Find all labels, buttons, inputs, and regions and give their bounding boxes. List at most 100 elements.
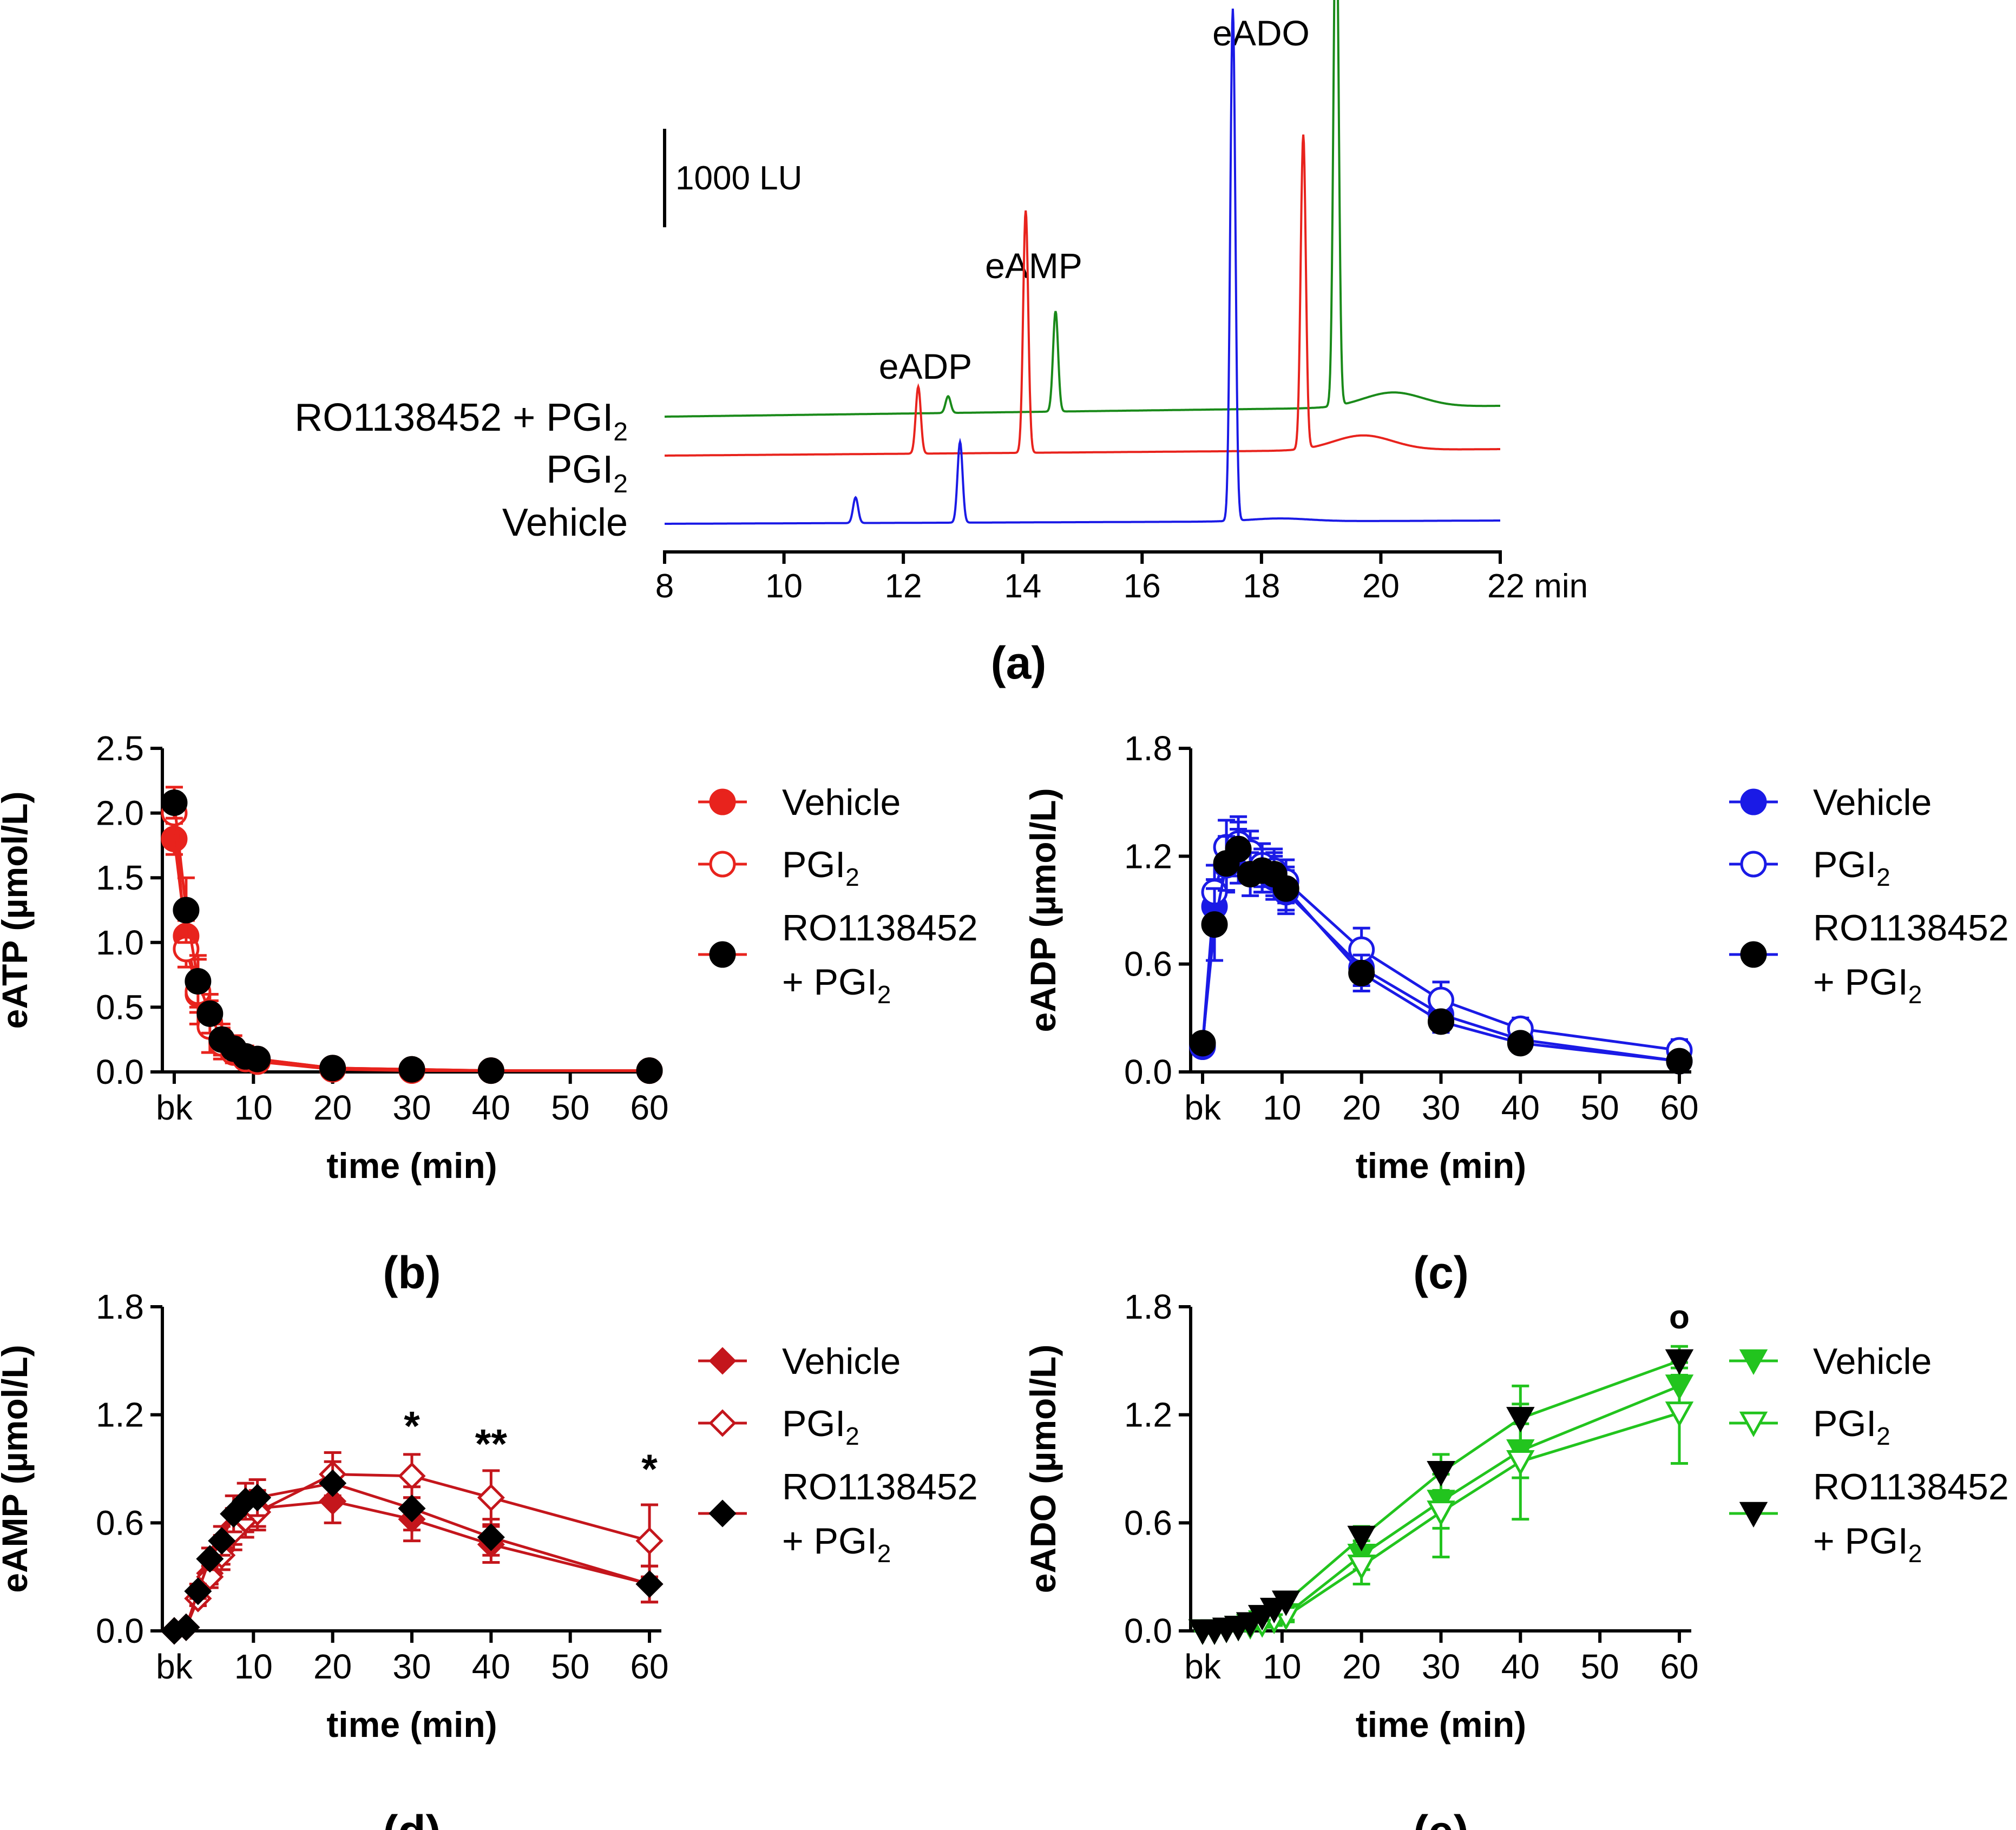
x-tick-label: 40 — [1501, 1647, 1540, 1686]
data-point — [208, 1527, 236, 1555]
legend-label-subscript: 2 — [1908, 1539, 1922, 1568]
legend-label-main: PGI — [782, 844, 845, 885]
x-tick-label: 60 — [1660, 1088, 1698, 1127]
data-point — [477, 1523, 505, 1551]
legend-label: PGI2 — [782, 1403, 859, 1450]
series-line — [173, 813, 649, 1072]
data-point — [1225, 835, 1252, 863]
x-tick-label: 20 — [1362, 568, 1400, 605]
x-axis-ticks: 8 10 12 14 16 18 20 22 min — [655, 552, 1588, 605]
y-tick-label: 1.8 — [1124, 1287, 1172, 1326]
legend-item — [1729, 1411, 1778, 1438]
legend-item — [1729, 851, 1778, 878]
legend-label-main: + PGI — [782, 962, 877, 1003]
legend-item — [698, 1499, 747, 1528]
y-axis-title: eATP (µmol/L) — [0, 792, 35, 1029]
legend-marker — [709, 941, 736, 968]
x-axis-title: time (min) — [1356, 1146, 1526, 1186]
data-point — [636, 1057, 663, 1084]
trace-label-pgi: PGI2 — [546, 448, 628, 498]
y-tick-label: 1.8 — [1124, 729, 1172, 768]
legend-item — [698, 1409, 747, 1437]
data-point — [477, 1484, 505, 1512]
data-point — [635, 1570, 664, 1598]
data-point — [1347, 1525, 1376, 1552]
y-tick-label: 0.6 — [1124, 1503, 1172, 1542]
data-point — [398, 1056, 425, 1083]
legend-item — [698, 788, 747, 815]
x-tick-label: 20 — [1342, 1647, 1381, 1686]
legend-marker — [708, 1347, 737, 1375]
data-point — [1665, 1401, 1694, 1427]
panel-label: (c) — [1413, 1247, 1469, 1298]
significance-marker: o — [1669, 1299, 1690, 1336]
data-point — [319, 1469, 347, 1497]
legend-label-main: PGI — [782, 1403, 845, 1444]
x-tick-label: bk — [156, 1647, 193, 1686]
data-point — [477, 1057, 504, 1084]
legend-label-subscript: 2 — [1908, 980, 1922, 1009]
data-point — [1347, 1555, 1376, 1581]
trace-label-vehicle: Vehicle — [502, 501, 628, 544]
y-tick-label: 1.2 — [1124, 1395, 1172, 1434]
legend-label: + PGI2 — [782, 1520, 891, 1568]
legend-label: PGI2 — [1813, 1403, 1890, 1450]
y-tick-label: 0.5 — [96, 988, 144, 1026]
x-tick-label: 50 — [1581, 1647, 1619, 1686]
x-tick-label: 10 — [765, 568, 803, 605]
legend-label-main: PGI — [1813, 844, 1876, 885]
panel-label: (d) — [383, 1806, 441, 1830]
legend-marker — [1739, 1349, 1768, 1375]
data-point — [1348, 959, 1375, 986]
y-tick-label: 1.8 — [96, 1287, 144, 1326]
x-tick-label: 10 — [234, 1088, 273, 1127]
legend-label: Vehicle — [782, 1341, 901, 1382]
legend-item — [698, 941, 747, 968]
x-axis-title: time (min) — [1356, 1704, 1526, 1745]
x-tick-label: bk — [1184, 1088, 1222, 1127]
legend-label: Vehicle — [1813, 782, 1932, 823]
data-point — [196, 1545, 224, 1573]
legend-marker — [1739, 1502, 1768, 1528]
data-point — [185, 968, 212, 995]
data-point — [1189, 1030, 1216, 1057]
y-axis-title: eADO (µmol/L) — [1023, 1345, 1063, 1594]
legend-label: RO1138452 — [782, 1466, 978, 1508]
y-tick-label: 1.2 — [1124, 837, 1172, 875]
series-line — [173, 839, 649, 1072]
legend-label-subscript: 2 — [877, 1539, 891, 1568]
legend-marker — [708, 1499, 737, 1528]
y-tick-label: 0.0 — [1124, 1052, 1172, 1091]
data-point — [1428, 1008, 1454, 1035]
x-axis-title: time (min) — [326, 1146, 497, 1186]
x-tick-label: 10 — [1263, 1088, 1301, 1127]
x-tick-label: 50 — [551, 1088, 589, 1127]
legend-label-main: + PGI — [1813, 962, 1908, 1003]
x-tick-label: bk — [1184, 1647, 1222, 1686]
legend-label-subscript: 2 — [845, 1422, 859, 1450]
peak-label-eamp: eAMP — [985, 246, 1082, 286]
y-tick-label: 1.5 — [96, 858, 144, 897]
x-tick-label: bk — [156, 1088, 193, 1127]
data-point — [244, 1045, 271, 1072]
legend-item — [1729, 941, 1778, 968]
legend-marker — [709, 851, 736, 878]
x-tick-label: 20 — [313, 1647, 352, 1686]
legend-label-subscript: 2 — [845, 863, 859, 891]
legend-marker — [709, 788, 736, 815]
legend-marker — [708, 1409, 737, 1437]
trace-vehicle — [665, 8, 1500, 525]
trace-pgi2 — [665, 134, 1500, 457]
legend-item — [698, 1347, 747, 1375]
series-3 — [1188, 1345, 1694, 1645]
legend-label-main: PGI — [1813, 1403, 1876, 1444]
x-tick-label: 30 — [1422, 1088, 1460, 1127]
legend-label: RO1138452 — [1813, 1466, 2009, 1508]
y-tick-label: 1.0 — [96, 923, 144, 962]
x-tick-label: 30 — [1422, 1647, 1460, 1686]
legend-marker — [1740, 788, 1767, 815]
panel-b-eatp-chart: 0.0 0.5 1.0 1.5 2.0 2.5 bk 10 20 30 40 50 60 time (mi… — [0, 729, 978, 1298]
legend-label: PGI2 — [1813, 844, 1890, 891]
y-tick-label: 2.5 — [96, 729, 144, 768]
legend-label: + PGI2 — [1813, 962, 1922, 1009]
